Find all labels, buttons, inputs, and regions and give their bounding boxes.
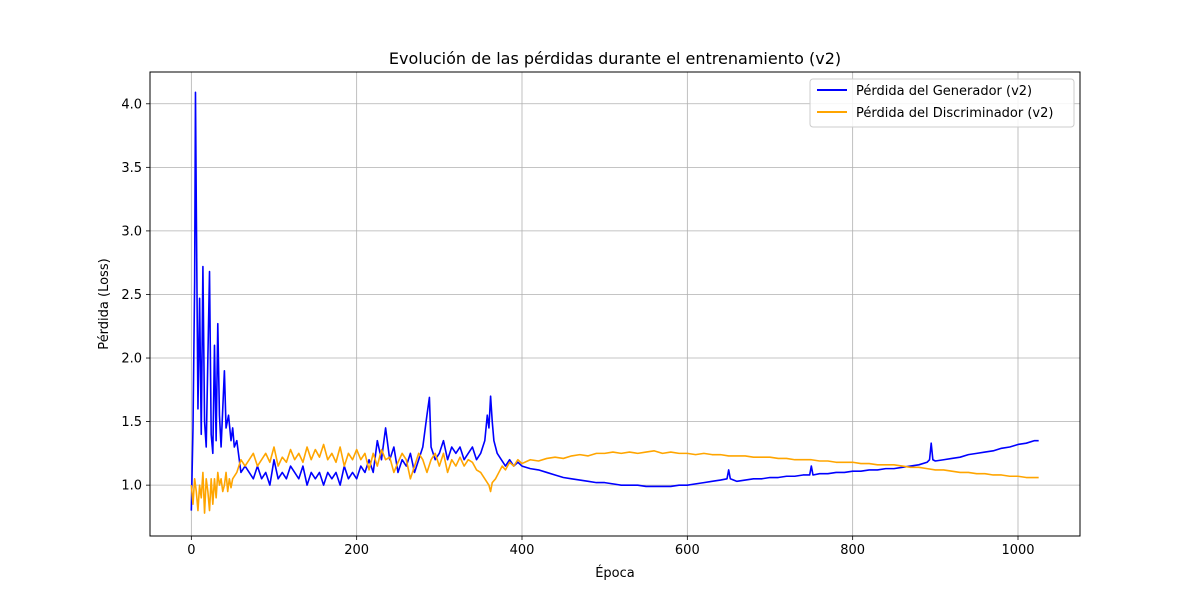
y-tick-label: 1.0 xyxy=(121,479,142,494)
legend-box xyxy=(809,78,1075,128)
y-tick-label: 4.0 xyxy=(121,97,142,112)
discriminator-loss-line xyxy=(190,443,1039,514)
y-tick-label: 3.0 xyxy=(121,224,142,239)
legend-label-generator: Pérdida del Generador (v2) xyxy=(856,84,1032,99)
y-tick-label: 1.5 xyxy=(121,415,142,430)
y-axis-label: Pérdida (Loss) xyxy=(97,258,112,349)
y-tick-label: 3.5 xyxy=(121,161,142,176)
x-tick-label: 0 xyxy=(187,543,195,558)
chart-title: Evolución de las pérdidas durante el ent… xyxy=(389,49,841,68)
series-layer xyxy=(190,91,1039,514)
y-tick-label: 2.5 xyxy=(121,288,142,303)
x-tick-label: 200 xyxy=(344,543,369,558)
x-axis: 0 200 400 600 800 1000 xyxy=(187,536,1035,558)
grid xyxy=(150,72,1080,536)
y-axis: 1.0 1.5 2.0 2.5 3.0 3.5 4.0 xyxy=(121,97,150,494)
legend-label-discriminator: Pérdida del Discriminador (v2) xyxy=(856,106,1053,121)
plot-frame xyxy=(149,71,1081,537)
x-tick-label: 400 xyxy=(510,543,535,558)
x-axis-label: Época xyxy=(595,565,635,581)
legend: Pérdida del Generador (v2) Pérdida del D… xyxy=(809,78,1075,128)
x-tick-label: 1000 xyxy=(1001,543,1034,558)
x-tick-label: 800 xyxy=(840,543,865,558)
y-tick-label: 2.0 xyxy=(121,352,142,367)
generator-loss-line xyxy=(190,91,1039,511)
x-tick-label: 600 xyxy=(675,543,700,558)
